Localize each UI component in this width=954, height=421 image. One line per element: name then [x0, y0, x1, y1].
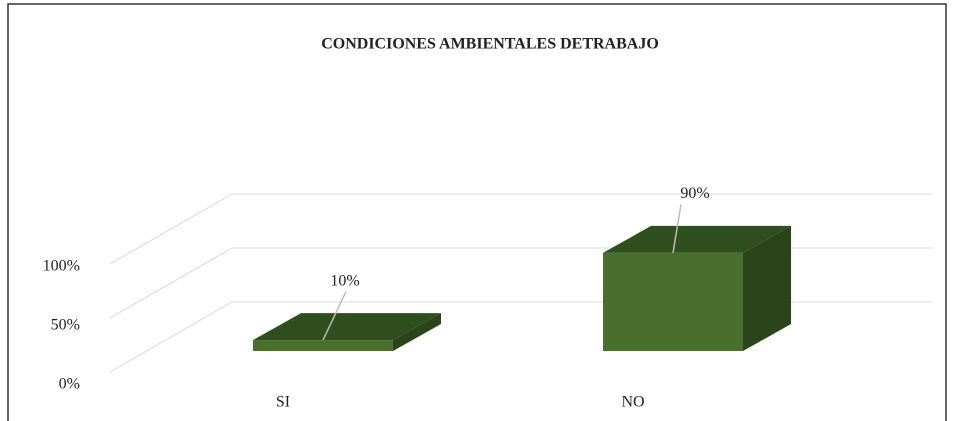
chart-title: CONDICIONES AMBIENTALES DETRABAJO [321, 36, 659, 53]
y-tick-label: 50% [51, 317, 80, 334]
y-tick-label: 0% [59, 376, 80, 393]
bar-side [743, 225, 791, 351]
x-tick-label: NO [621, 394, 644, 411]
data-label: 10% [330, 272, 359, 289]
grid-line [109, 247, 233, 319]
data-label: 90% [680, 185, 709, 202]
leader-line [322, 291, 347, 341]
bar-top [603, 225, 791, 253]
grid-line [109, 301, 233, 373]
grid-line [109, 193, 233, 265]
bar-side [393, 313, 441, 351]
bar-top [253, 313, 441, 341]
x-tick-label: SI [276, 394, 290, 411]
y-tick-label: 100% [43, 258, 80, 275]
bar [253, 340, 393, 351]
chart-border [7, 3, 947, 421]
bar [603, 252, 743, 351]
leader-line [672, 204, 682, 254]
